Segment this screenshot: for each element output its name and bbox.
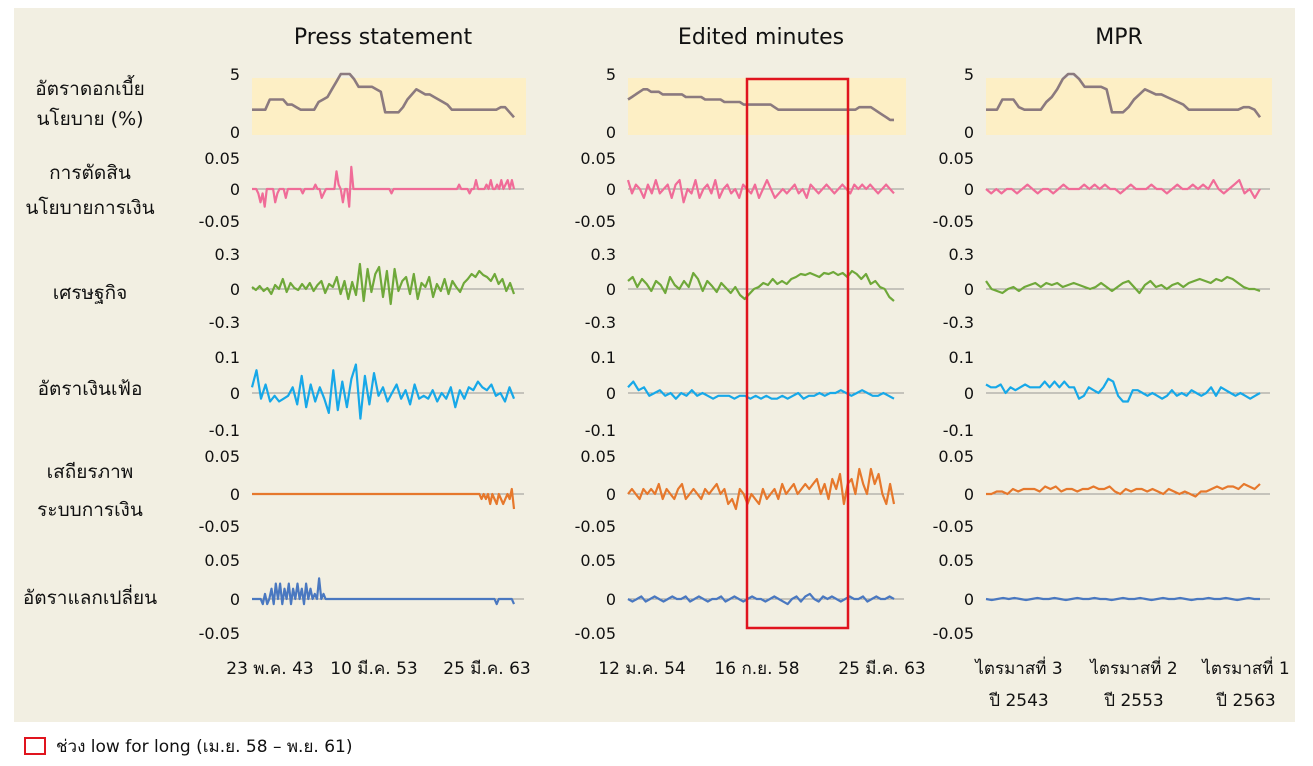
series-line-exchange-rate [985, 596, 1260, 602]
legend-label: ช่วง low for long (เม.ย. 58 – พ.ย. 61) [56, 736, 353, 757]
x-tick-label: ปี 2553 [1103, 691, 1163, 711]
row-label: นโยบายการเงิน [25, 196, 154, 219]
y-tick-label: -0.05 [199, 624, 240, 643]
y-tick-label: 5 [230, 65, 240, 84]
y-tick-label: 0 [230, 123, 240, 142]
y-tick-label: -0.05 [199, 212, 240, 231]
y-tick-label: 0.05 [938, 149, 974, 168]
series-line-financial-stability [627, 467, 896, 511]
y-tick-label: 0 [606, 384, 616, 403]
y-tick-label: 0.1 [949, 348, 974, 367]
series-line-economy [627, 269, 895, 302]
y-tick-label: 0.3 [215, 245, 240, 264]
y-tick-label: 0 [606, 590, 616, 609]
y-tick-label: -0.3 [209, 313, 240, 332]
y-tick-label: 0 [964, 280, 974, 299]
x-tick-label: 25 มี.ค. 63 [838, 659, 925, 679]
y-tick-label: 0.05 [204, 149, 240, 168]
y-tick-label: 0.05 [938, 551, 974, 570]
series-line-policy-rate [986, 72, 1262, 119]
legend-swatch-low-for-long [24, 737, 46, 755]
x-tick-label: ไตรมาสที่ 3 [973, 656, 1062, 679]
panel-title: MPR [1095, 25, 1143, 50]
y-tick-label: -0.3 [943, 313, 974, 332]
y-tick-label: -0.1 [943, 421, 974, 440]
row-label: เศรษฐกิจ [53, 282, 127, 304]
y-tick-label: 0 [606, 485, 616, 504]
series-line-financial-stability [986, 482, 1261, 498]
x-tick-label: 10 มี.ค. 53 [330, 659, 417, 679]
y-tick-label: 0 [230, 180, 240, 199]
y-tick-label: -0.05 [575, 517, 616, 536]
row-label: การตัดสิน [49, 162, 131, 184]
y-tick-label: 0 [230, 485, 240, 504]
row-label: นโยบาย (%) [36, 107, 143, 130]
series-line-policy-rate [627, 88, 894, 122]
y-tick-label: 0 [230, 590, 240, 609]
x-tick-label: ปี 2543 [988, 691, 1048, 711]
y-tick-label: -0.05 [199, 517, 240, 536]
y-tick-label: 0.05 [580, 551, 616, 570]
legend: ช่วง low for long (เม.ย. 58 – พ.ย. 61) [24, 732, 353, 760]
y-tick-label: 5 [964, 65, 974, 84]
y-tick-label: 0.3 [949, 245, 974, 264]
y-tick-label: 0 [606, 180, 616, 199]
y-tick-label: 0 [964, 384, 974, 403]
y-tick-label: -0.05 [933, 517, 974, 536]
series-line-inflation [250, 363, 516, 420]
series-line-inflation [627, 380, 895, 400]
y-tick-label: 0.05 [580, 447, 616, 466]
y-tick-label: 0.05 [204, 447, 240, 466]
x-tick-label: 25 มี.ค. 63 [443, 659, 530, 679]
row-label: ระบบการเงิน [37, 499, 143, 521]
series-line-economy [985, 275, 1261, 295]
x-tick-label: 12 ม.ค. 54 [598, 659, 685, 679]
y-tick-label: 0.1 [591, 348, 616, 367]
y-tick-label: 0 [230, 280, 240, 299]
y-tick-label: 0 [964, 123, 974, 142]
series-line-exchange-rate [252, 577, 516, 606]
y-tick-label: -0.05 [575, 212, 616, 231]
panel-title: Press statement [294, 25, 473, 50]
series-line-policy-rate [252, 72, 515, 119]
low-for-long-highlight-box [745, 77, 850, 630]
row-label: อัตราแลกเปลี่ยน [23, 584, 157, 609]
x-tick-label: ไตรมาสที่ 1 [1200, 656, 1289, 679]
y-tick-label: 0 [230, 384, 240, 403]
y-tick-label: 0.1 [215, 348, 240, 367]
series-line-exchange-rate [627, 592, 895, 606]
x-tick-label: ปี 2563 [1215, 691, 1275, 711]
row-label: เสถียรภาพ [47, 461, 134, 483]
y-tick-label: 0.05 [938, 447, 974, 466]
y-tick-label: -0.1 [585, 421, 616, 440]
y-tick-label: 0 [964, 485, 974, 504]
y-tick-label: 0.3 [591, 245, 616, 264]
y-tick-label: 0 [964, 180, 974, 199]
x-tick-label: ไตรมาสที่ 2 [1088, 656, 1177, 679]
y-tick-label: 5 [606, 65, 616, 84]
series-line-inflation [985, 377, 1261, 403]
y-tick-label: -0.1 [209, 421, 240, 440]
x-tick-label: 16 ก.ย. 58 [714, 659, 799, 679]
y-tick-label: 0 [964, 590, 974, 609]
y-tick-label: 0.05 [204, 551, 240, 570]
panel-title: Edited minutes [678, 25, 844, 50]
y-tick-label: 0.05 [580, 149, 616, 168]
series-line-financial-stability [252, 487, 516, 510]
series-line-policy-decision [985, 179, 1261, 199]
y-tick-label: -0.3 [585, 313, 616, 332]
y-tick-label: -0.05 [933, 212, 974, 231]
y-tick-label: -0.05 [575, 624, 616, 643]
row-label: อัตราเงินเฟ้อ [38, 378, 143, 400]
y-tick-label: 0 [606, 280, 616, 299]
series-line-policy-decision [626, 179, 895, 204]
chart-figure: อัตราดอกเบี้ยนโยบาย (%) การตัดสินนโยบายกา… [14, 8, 1295, 722]
series-line-policy-decision [252, 165, 516, 208]
y-tick-label: -0.05 [933, 624, 974, 643]
y-tick-label: 0 [606, 123, 616, 142]
row-label: อัตราดอกเบี้ย [35, 75, 145, 100]
series-line-economy [251, 262, 516, 306]
x-tick-label: 23 พ.ค. 43 [226, 659, 313, 679]
